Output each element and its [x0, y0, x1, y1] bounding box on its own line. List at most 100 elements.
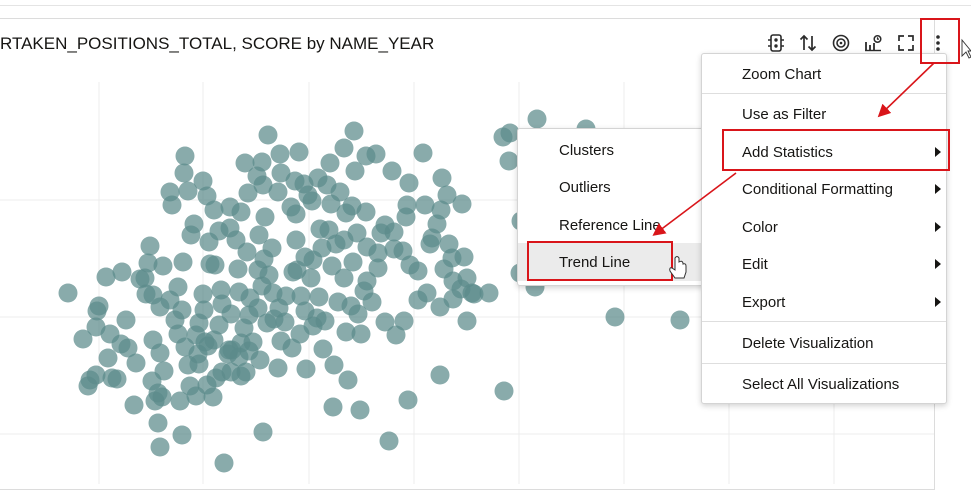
data-point[interactable] — [320, 153, 340, 173]
data-point[interactable] — [420, 234, 440, 254]
data-point[interactable] — [126, 353, 146, 373]
data-point[interactable] — [294, 174, 314, 194]
data-point[interactable] — [186, 386, 206, 406]
data-point[interactable] — [174, 163, 194, 183]
data-point[interactable] — [237, 242, 257, 262]
data-point[interactable] — [396, 207, 416, 227]
data-point[interactable] — [78, 376, 98, 396]
data-point[interactable] — [295, 247, 315, 267]
data-point[interactable] — [252, 152, 272, 172]
data-point[interactable] — [58, 283, 78, 303]
data-point[interactable] — [398, 390, 418, 410]
data-point[interactable] — [111, 334, 131, 354]
data-point[interactable] — [96, 267, 116, 287]
data-point[interactable] — [348, 304, 368, 324]
data-point[interactable] — [138, 253, 158, 273]
data-point[interactable] — [368, 243, 388, 263]
data-point[interactable] — [384, 222, 404, 242]
data-point[interactable] — [451, 279, 471, 299]
data-point[interactable] — [394, 311, 414, 331]
data-point[interactable] — [302, 191, 322, 211]
menu-item-use-as-filter[interactable]: Use as Filter — [742, 105, 827, 123]
data-point[interactable] — [430, 365, 450, 385]
data-point[interactable] — [148, 413, 168, 433]
data-point[interactable] — [212, 362, 232, 382]
data-point[interactable] — [319, 220, 339, 240]
data-point[interactable] — [209, 315, 229, 335]
data-point[interactable] — [175, 146, 195, 166]
data-point[interactable] — [86, 317, 106, 337]
data-point[interactable] — [193, 171, 213, 191]
data-point[interactable] — [258, 125, 278, 145]
data-point[interactable] — [479, 283, 499, 303]
data-point[interactable] — [112, 262, 132, 282]
data-point[interactable] — [255, 207, 275, 227]
data-point[interactable] — [249, 225, 269, 245]
data-point[interactable] — [357, 271, 377, 291]
data-point[interactable] — [193, 284, 213, 304]
data-point[interactable] — [336, 322, 356, 342]
data-point[interactable] — [170, 391, 190, 411]
data-point[interactable] — [209, 221, 229, 241]
menu-item-outliers[interactable]: Outliers — [559, 178, 611, 196]
data-point[interactable] — [153, 256, 173, 276]
data-point[interactable] — [268, 182, 288, 202]
data-point[interactable] — [150, 437, 170, 457]
data-point[interactable] — [135, 268, 155, 288]
data-point[interactable] — [271, 163, 291, 183]
sort-icon[interactable] — [797, 32, 819, 54]
data-point[interactable] — [253, 175, 273, 195]
expand-icon[interactable] — [895, 32, 917, 54]
menu-item-zoom-chart[interactable]: Zoom Chart — [742, 65, 822, 83]
data-point[interactable] — [282, 338, 302, 358]
data-point[interactable] — [432, 168, 452, 188]
data-point[interactable] — [140, 236, 160, 256]
data-point[interactable] — [136, 284, 156, 304]
data-point[interactable] — [254, 249, 274, 269]
data-point[interactable] — [222, 340, 242, 360]
data-point[interactable] — [338, 370, 358, 390]
target-icon[interactable] — [830, 32, 852, 54]
data-point[interactable] — [235, 153, 255, 173]
data-point[interactable] — [197, 186, 217, 206]
data-point[interactable] — [238, 183, 258, 203]
data-point[interactable] — [322, 256, 342, 276]
data-point[interactable] — [186, 325, 206, 345]
data-point[interactable] — [328, 292, 348, 312]
data-point[interactable] — [605, 307, 625, 327]
data-point[interactable] — [150, 297, 170, 317]
data-point[interactable] — [162, 195, 182, 215]
menu-item-delete-visualization[interactable]: Delete Visualization — [742, 334, 874, 352]
data-point[interactable] — [350, 400, 370, 420]
data-point[interactable] — [330, 182, 350, 202]
data-point[interactable] — [281, 197, 301, 217]
menu-item-reference-line[interactable]: Reference Line — [559, 216, 661, 234]
data-point[interactable] — [670, 310, 690, 330]
data-point[interactable] — [211, 280, 231, 300]
data-point[interactable] — [248, 298, 268, 318]
data-point[interactable] — [221, 304, 241, 324]
data-point[interactable] — [437, 185, 457, 205]
data-point[interactable] — [439, 234, 459, 254]
data-point[interactable] — [313, 339, 333, 359]
data-point[interactable] — [257, 313, 277, 333]
data-point[interactable] — [178, 181, 198, 201]
data-point[interactable] — [200, 254, 220, 274]
data-point[interactable] — [379, 431, 399, 451]
menu-item-add-statistics[interactable]: Add Statistics — [702, 140, 946, 164]
data-point[interactable] — [189, 354, 209, 374]
data-point[interactable] — [214, 453, 234, 473]
data-point[interactable] — [343, 252, 363, 272]
data-point[interactable] — [283, 262, 303, 282]
data-point[interactable] — [415, 195, 435, 215]
filter-icon[interactable] — [765, 32, 787, 54]
more-options-icon[interactable] — [927, 32, 949, 54]
data-point[interactable] — [527, 109, 547, 129]
data-point[interactable] — [89, 296, 109, 316]
data-point[interactable] — [499, 151, 519, 171]
data-point[interactable] — [226, 230, 246, 250]
data-point[interactable] — [345, 161, 365, 181]
data-point[interactable] — [172, 425, 192, 445]
menu-item-conditional-formatting[interactable]: Conditional Formatting — [702, 177, 946, 201]
data-point[interactable] — [116, 310, 136, 330]
